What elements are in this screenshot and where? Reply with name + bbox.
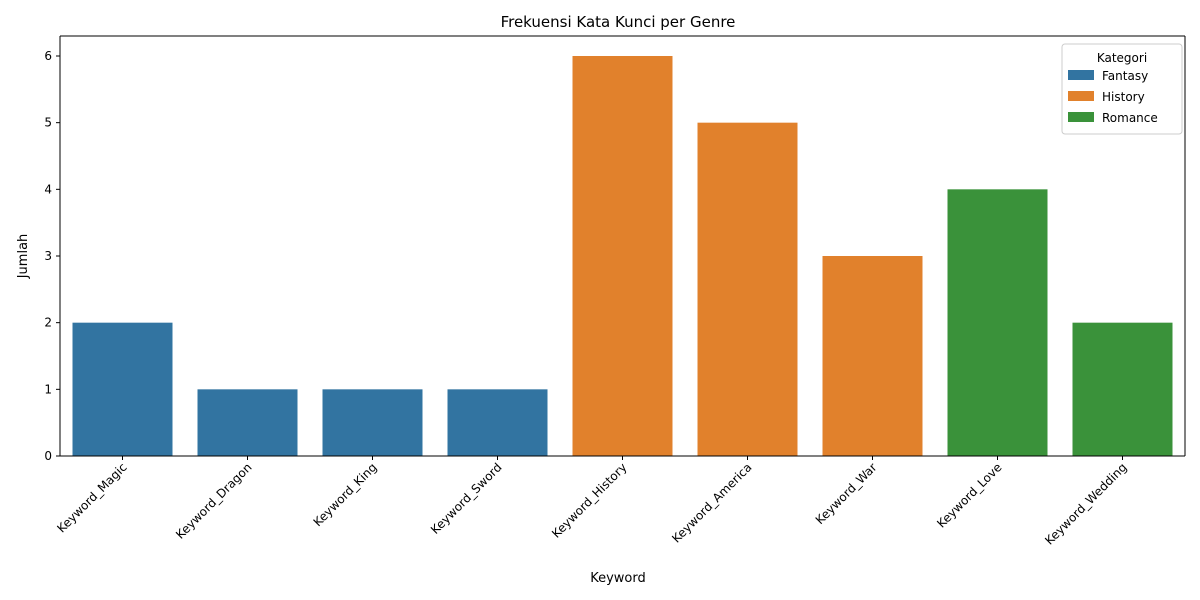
legend-frame — [1061, 43, 1183, 135]
x-tick-label: Keyword_History — [549, 460, 630, 541]
chart-title: Frekuensi Kata Kunci per Genre — [501, 13, 736, 31]
y-axis: 0 1 2 3 4 5 6 — [44, 36, 61, 463]
bar-keyword-war — [822, 256, 923, 456]
legend-swatch-fantasy — [1068, 70, 1094, 80]
x-tick-label: Keyword_Dragon — [173, 460, 255, 542]
bar-keyword-history — [572, 56, 673, 456]
legend-label-history: History — [1102, 90, 1145, 104]
y-tick-label: 0 — [44, 449, 52, 463]
legend: Kategori Fantasy History Romance — [1061, 43, 1183, 135]
bar-keyword-magic — [72, 322, 173, 456]
x-tick-label: Keyword_Magic — [54, 460, 129, 535]
bar-keyword-dragon — [197, 389, 298, 456]
legend-swatch-romance — [1068, 112, 1094, 122]
x-tick-label: Keyword_War — [813, 460, 880, 527]
x-tick-label: Keyword_Wedding — [1042, 460, 1129, 547]
y-tick-label: 4 — [44, 182, 52, 196]
legend-entries: Fantasy History Romance — [1068, 69, 1158, 125]
x-tick-label: Keyword_America — [669, 460, 754, 545]
bar-keyword-sword — [447, 389, 548, 456]
bars — [72, 56, 1173, 457]
y-tick-label: 5 — [44, 116, 52, 130]
bar-keyword-wedding — [1072, 322, 1173, 456]
x-tick-label: Keyword_King — [311, 460, 380, 529]
legend-label-fantasy: Fantasy — [1102, 69, 1148, 83]
legend-title: Kategori — [1097, 51, 1147, 65]
legend-label-romance: Romance — [1102, 111, 1158, 125]
x-tick-label: Keyword_Sword — [428, 460, 505, 537]
x-tick-label: Keyword_Love — [934, 460, 1004, 530]
y-tick-label: 3 — [44, 249, 52, 263]
legend-swatch-history — [1068, 91, 1094, 101]
bar-keyword-love — [947, 189, 1048, 456]
x-axis-title: Keyword — [590, 571, 646, 586]
bar-keyword-king — [322, 389, 423, 456]
y-tick-label: 1 — [44, 382, 52, 396]
y-tick-label: 6 — [44, 49, 52, 63]
y-axis-title: Jumlah — [16, 234, 31, 280]
y-tick-label: 2 — [44, 316, 52, 330]
bar-keyword-america — [697, 122, 798, 457]
